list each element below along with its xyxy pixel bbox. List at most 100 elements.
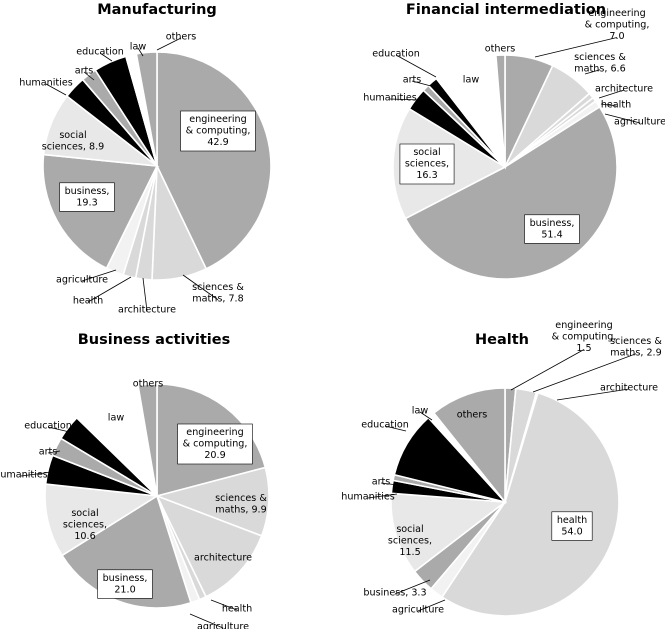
leader-line (534, 37, 618, 58)
pie-panel: Health engineering & computing, 1.5sciences… (341, 320, 662, 617)
leader-line (210, 599, 238, 611)
leader-line (47, 450, 61, 454)
leader-line (598, 89, 625, 99)
label-box (97, 569, 153, 599)
leader-line (600, 103, 617, 107)
chart-title: Manufacturing (97, 2, 217, 18)
leader-line (395, 54, 437, 78)
pie-slice-others (432, 387, 506, 505)
slice-label-health: health (601, 100, 631, 111)
slice-label-others: others (485, 44, 516, 55)
pie-panel: Manufacturing engineering & computing, 42.9… (19, 2, 272, 316)
slice-label-others: others (133, 379, 164, 390)
slice-label-sciences: sciences & maths, 2.9 (610, 336, 662, 359)
slice-label-humanities: humanities (19, 78, 72, 89)
label-box (399, 143, 455, 185)
slice-label-business: business, 3.3 (363, 588, 426, 599)
slice-label-sciences: sciences & maths, 6.6 (574, 52, 626, 75)
slice-label-arts: arts (39, 447, 58, 458)
label-box (180, 110, 256, 152)
label-box (551, 511, 593, 541)
slice-label-education: education (24, 421, 72, 432)
slice-label-agriculture: agriculture (392, 605, 444, 616)
slice-label-health: health 54.0 (557, 515, 587, 538)
pie-slice-others (135, 51, 158, 167)
slice-label-education: education (372, 49, 420, 60)
leader-line (411, 80, 432, 87)
slice-label-architecture: architecture (600, 383, 658, 394)
slice-label-engineering: engineering & computing, 1.5 (552, 320, 617, 354)
leader-line (367, 493, 398, 499)
leader-line (419, 411, 433, 421)
leader-line (389, 98, 423, 101)
slice-label-health: health (73, 296, 103, 307)
leader-line (584, 69, 601, 75)
slice-label-sciences: sciences & maths, 9.9 (215, 493, 267, 516)
slice-label-arts: arts (75, 66, 94, 77)
leader-line (45, 83, 67, 96)
pie-slice-engineering (156, 51, 272, 270)
slice-label-architecture: architecture (595, 84, 653, 95)
leader-line (47, 426, 75, 434)
pie-slice-social (44, 483, 160, 557)
slice-label-education: education (76, 47, 124, 58)
label-box (524, 214, 580, 244)
pie-slice-social (390, 492, 508, 573)
slice-label-engineering: engineering & computing, 20.9 (183, 427, 248, 461)
leader-line (417, 599, 446, 612)
pie-slice-health (440, 391, 620, 617)
leader-line (384, 425, 407, 432)
leader-line (394, 579, 431, 595)
slice-label-humanities: humanities (341, 492, 394, 503)
slice-label-agriculture: agriculture (56, 275, 108, 286)
slice-label-sciences: sciences & maths, 7.8 (192, 282, 244, 305)
slice-label-others: others (166, 32, 197, 43)
leader-line (604, 113, 641, 124)
slice-label-humanities: humanities (363, 93, 416, 104)
leader-line (189, 613, 224, 629)
leader-line (142, 277, 148, 312)
leader-line (81, 269, 117, 282)
leader-line (20, 471, 53, 477)
slice-label-social: social sciences, 11.5 (388, 524, 432, 558)
pie-slice-others (137, 383, 158, 497)
slice-label-engineering: engineering & computing, 7.0 (585, 8, 650, 42)
slice-label-business: business, 51.4 (530, 218, 575, 241)
slice-label-engineering: engineering & computing, 42.9 (186, 114, 251, 148)
label-box (177, 423, 253, 465)
slice-label-agriculture: agriculture (614, 117, 665, 128)
slice-label-social: social sciences, 10.6 (63, 508, 107, 542)
slice-label-humanities: humanities (0, 470, 48, 481)
slice-label-health: health (222, 604, 252, 615)
pie-slice-others (494, 54, 506, 168)
slice-label-business: business, 21.0 (103, 573, 148, 596)
slice-label-architecture: architecture (194, 553, 252, 564)
slice-label-arts: arts (403, 75, 422, 86)
pie-slice-architecture (155, 494, 263, 598)
slice-label-law: law (108, 413, 125, 424)
leader-line (83, 71, 95, 81)
slice-label-social: social sciences, 8.9 (42, 130, 104, 153)
slice-label-arts: arts (372, 477, 391, 488)
leader-line (87, 276, 132, 303)
label-box (59, 182, 115, 212)
slice-label-law: law (130, 42, 147, 53)
slice-label-education: education (361, 420, 409, 431)
pie-panel: Business activities engineering & computin… (0, 332, 270, 633)
chart-title: Health (475, 332, 529, 348)
leader-line (156, 37, 182, 51)
leader-line (99, 52, 113, 62)
slice-label-business: business, 19.3 (65, 186, 110, 209)
slice-label-others: others (457, 410, 488, 421)
chart-title: Business activities (78, 332, 231, 348)
leader-line (556, 388, 630, 401)
slice-label-social: social sciences, 16.3 (405, 147, 449, 181)
chart-title: Financial intermediation (406, 2, 606, 18)
slice-label-agriculture: agriculture (197, 622, 249, 630)
leader-line (137, 47, 144, 57)
slice-label-law: law (412, 406, 429, 417)
leader-line (182, 274, 219, 301)
